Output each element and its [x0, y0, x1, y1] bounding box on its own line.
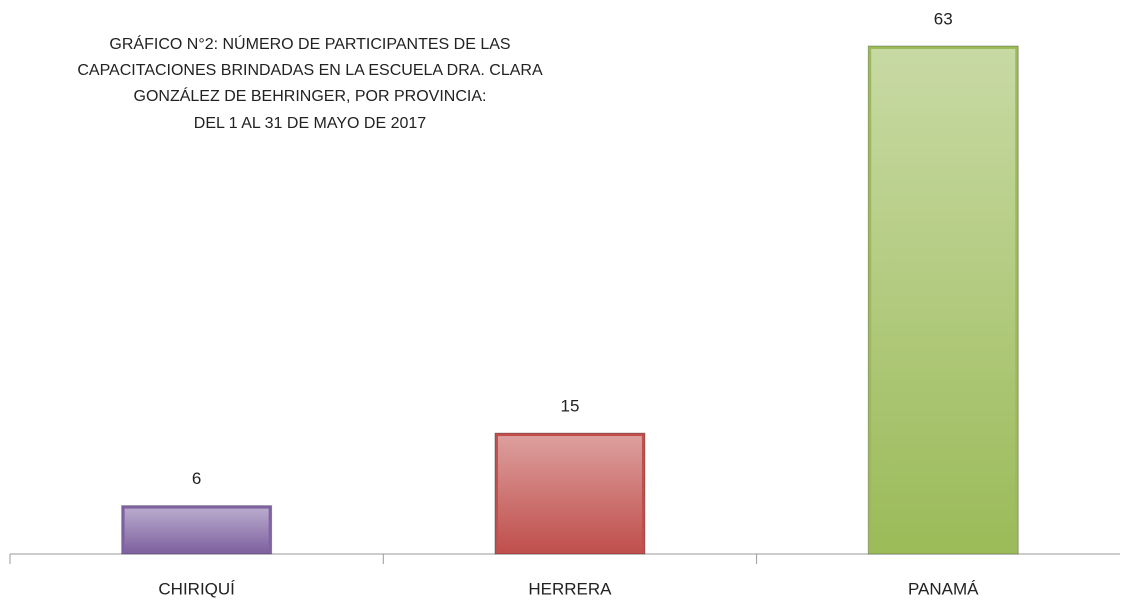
x-tick-label: HERRERA: [528, 579, 612, 598]
bar-shine: [871, 48, 1016, 552]
bar-shine: [124, 508, 269, 551]
x-tick-label: PANAMÁ: [908, 579, 979, 598]
data-label: 15: [560, 397, 579, 416]
title: GRÁFICO N°2: NÚMERO DE PARTICIPANTES DE …: [77, 34, 543, 132]
x-tick-label: CHIRIQUÍ: [158, 579, 235, 598]
data-label: 63: [934, 9, 953, 28]
title-line: CAPACITACIONES BRINDADAS EN LA ESCUELA D…: [77, 62, 543, 79]
title-line: DEL 1 AL 31 DE MAYO DE 2017: [194, 115, 427, 132]
bar-shine: [497, 436, 642, 551]
title-line: GONZÁLEZ DE BEHRINGER, POR PROVINCIA:: [134, 86, 487, 105]
data-label: 6: [192, 469, 201, 488]
title-line: GRÁFICO N°2: NÚMERO DE PARTICIPANTES DE …: [109, 34, 510, 53]
